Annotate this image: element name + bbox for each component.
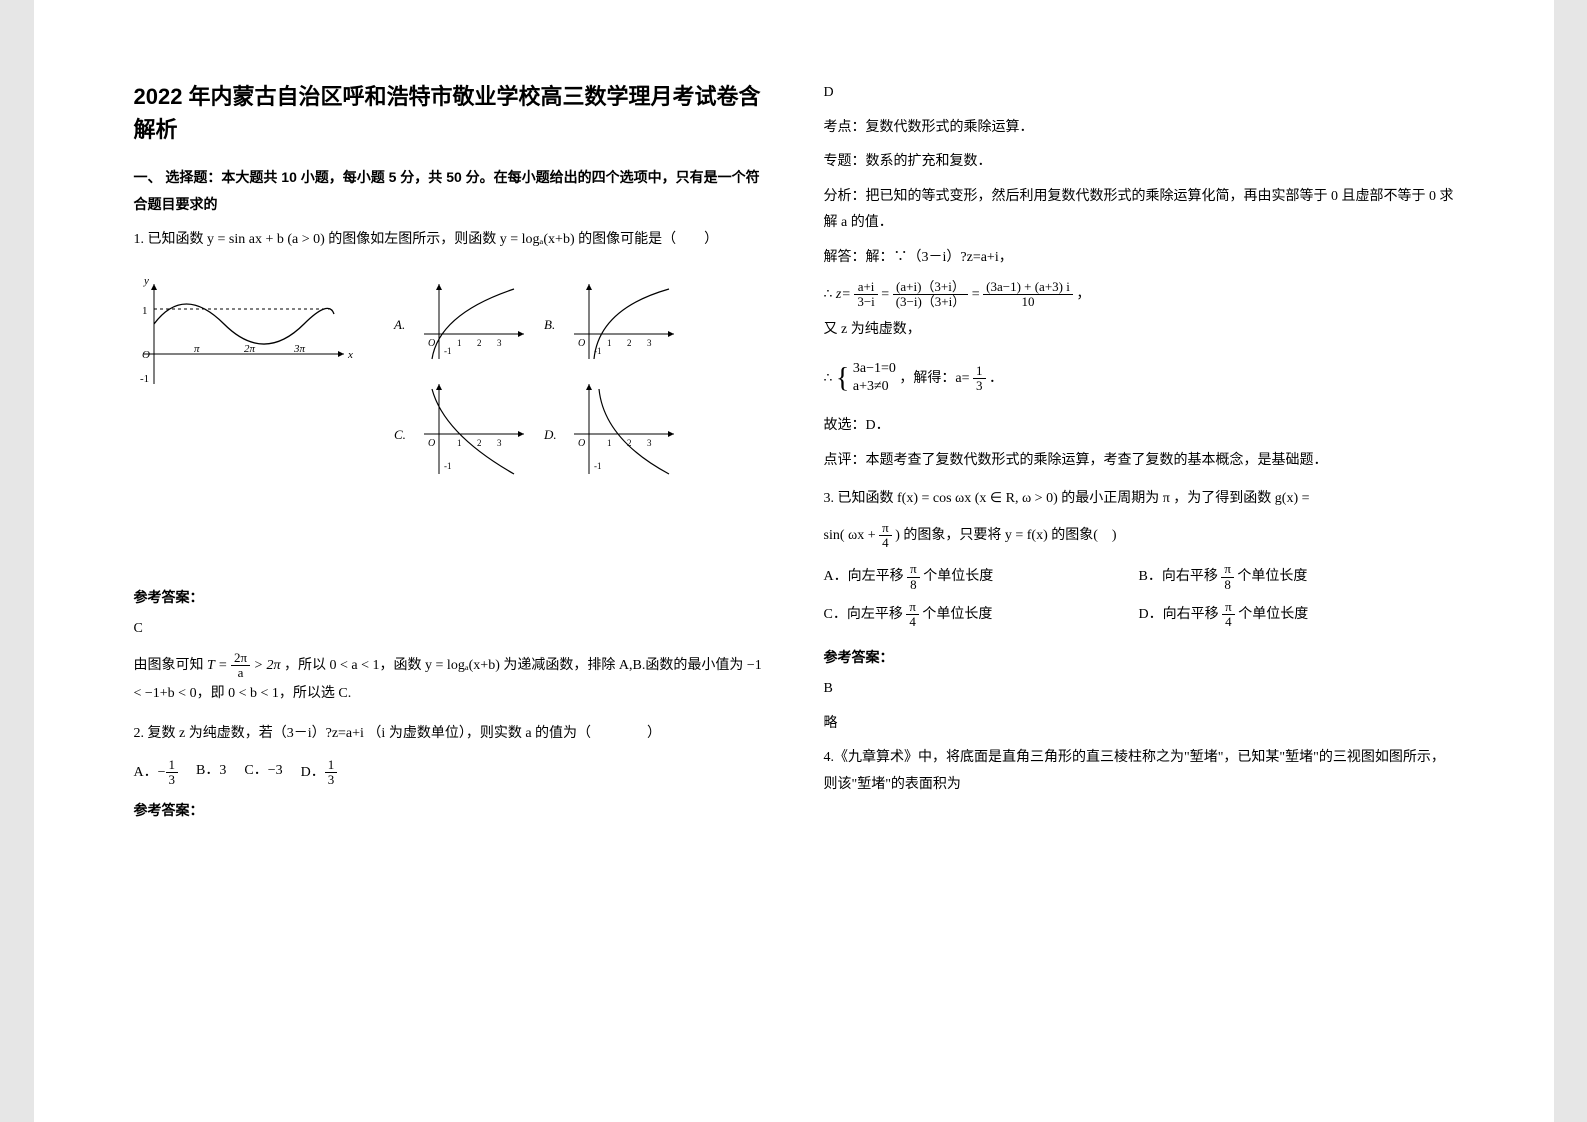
svg-text:x: x: [347, 349, 353, 361]
svg-text:C.: C.: [394, 427, 406, 442]
svg-text:-1: -1: [444, 461, 452, 471]
q2-optD-pre: D．: [301, 765, 325, 780]
right-column: D 考点：复数代数形式的乘除运算． 专题：数系的扩充和复数． 分析：把已知的等式…: [824, 80, 1454, 1042]
q1-options-graphs: A. O 1 2 3 -1 B. O: [384, 274, 684, 484]
q2-stem: 2. 复数 z 为纯虚数，若（3－i）?z=a+i （i 为虚数单位），则实数 …: [134, 721, 764, 748]
q1-T-den: a: [231, 666, 250, 680]
left-column: 2022 年内蒙古自治区呼和浩特市敬业学校高三数学理月考试卷含解析 一、 选择题…: [134, 80, 764, 1042]
svg-text:π: π: [194, 343, 200, 355]
exam-title: 2022 年内蒙古自治区呼和浩特市敬业学校高三数学理月考试卷含解析: [134, 80, 764, 146]
q2-system: ∴ { 3a−1=0 a+3≠0 ，解得：a= 13 ．: [824, 352, 1454, 405]
q3-optA: A．向左平移 π8 个单位长度: [824, 558, 1139, 596]
q1-explain-pre: 由图象可知: [134, 658, 208, 673]
q1-T-frac: 2π a: [231, 651, 250, 681]
page: 2022 年内蒙古自治区呼和浩特市敬业学校高三数学理月考试卷含解析 一、 选择题…: [34, 0, 1554, 1122]
q1-stem: 1. 已知函数 y = sin ax + b (a > 0) 的图像如左图所示，…: [134, 227, 764, 254]
q2-dp: 点评：本题考查了复数代数形式的乘除运算，考查了复数的基本概念，是基础题．: [824, 448, 1454, 475]
q2-derive: ∴ z= a+i3−i = (a+i)（3+i）(3−i)（3+i） = (3a…: [824, 280, 1454, 310]
svg-text:O: O: [428, 438, 435, 449]
svg-text:-1: -1: [140, 373, 149, 385]
q3-options: A．向左平移 π8 个单位长度 B．向右平移 π8 个单位长度 C．向左平移 π…: [824, 558, 1454, 633]
q3-stem-a: 3. 已知函数 f(x) = cos ωx (x ∈ R, ω > 0) 的最小…: [824, 486, 1454, 513]
svg-text:1: 1: [607, 438, 612, 448]
svg-text:1: 1: [142, 305, 148, 317]
svg-text:O: O: [428, 338, 435, 349]
svg-text:2: 2: [477, 438, 482, 448]
q2-optC: C．−3: [244, 758, 282, 788]
svg-text:2: 2: [477, 338, 482, 348]
q1-explain-post: ，所以 0 < a < 1，函数 y = logₐ(x+b) 为递减函数，排除 …: [134, 658, 762, 701]
q1-answer: C: [134, 616, 764, 643]
svg-text:A.: A.: [393, 317, 405, 332]
q3-optC: C．向左平移 π4 个单位长度: [824, 596, 1139, 634]
svg-text:3: 3: [647, 338, 652, 348]
svg-text:-1: -1: [444, 346, 452, 356]
section-1-heading: 一、 选择题：本大题共 10 小题，每小题 5 分，共 50 分。在每小题给出的…: [134, 164, 764, 217]
q2-fx: 分析：把已知的等式变形，然后利用复数代数形式的乘除运算化简，再由实部等于 0 且…: [824, 184, 1454, 237]
svg-text:1: 1: [457, 338, 462, 348]
q2-pure: 又 z 为纯虚数，: [824, 317, 1454, 344]
svg-text:3: 3: [497, 338, 502, 348]
svg-text:1: 1: [607, 338, 612, 348]
svg-text:3: 3: [497, 438, 502, 448]
svg-text:D.: D.: [543, 427, 557, 442]
q2-optA: A．−13: [134, 758, 179, 788]
q1-explain: 由图象可知 T = 2π a > 2π ，所以 0 < a < 1，函数 y =…: [134, 651, 764, 707]
q2-optD: D．13: [301, 758, 338, 788]
q2-gx: 故选：D．: [824, 413, 1454, 440]
svg-text:2π: 2π: [244, 343, 256, 355]
q1-answer-label: 参考答案：: [134, 584, 764, 611]
q2-jd: 解答：解：∵（3－i）?z=a+i，: [824, 245, 1454, 272]
q3-explain: 略: [824, 711, 1454, 738]
svg-text:1: 1: [457, 438, 462, 448]
svg-text:B.: B.: [544, 317, 555, 332]
svg-text:2: 2: [627, 338, 632, 348]
svg-text:3: 3: [647, 438, 652, 448]
svg-text:O: O: [578, 338, 585, 349]
svg-text:y: y: [143, 275, 149, 287]
q2-optB: B．3: [196, 758, 226, 788]
q1-T-lhs: T =: [207, 658, 227, 673]
q2-answer-label: 参考答案：: [134, 797, 764, 824]
q1-figures: x y 1 O -1 π 2π 3π A.: [134, 274, 764, 484]
q1-given-graph: x y 1 O -1 π 2π 3π: [134, 274, 354, 394]
q3-stem-b: sin( ωx + π4 ) 的图象，只要将 y = f(x) 的图象( ): [824, 521, 1454, 551]
q3-optB: B．向右平移 π8 个单位长度: [1139, 558, 1454, 596]
svg-text:O: O: [142, 349, 150, 361]
q2-kd: 考点：复数代数形式的乘除运算．: [824, 115, 1454, 142]
q2-optA-pre: A．−: [134, 765, 166, 780]
q1-T-num: 2π: [231, 651, 250, 666]
svg-text:3π: 3π: [293, 343, 306, 355]
q2-zt: 专题：数系的扩充和复数．: [824, 149, 1454, 176]
q2-answer: D: [824, 80, 1454, 107]
svg-text:O: O: [578, 438, 585, 449]
q3-answer: B: [824, 676, 1454, 703]
q3-answer-label: 参考答案：: [824, 644, 1454, 671]
q2-options: A．−13 B．3 C．−3 D．13: [134, 758, 764, 788]
svg-text:-1: -1: [594, 461, 602, 471]
q1-T-rhs: > 2π: [254, 658, 281, 673]
q4-stem: 4.《九章算术》中，将底面是直角三角形的直三棱柱称之为"堑堵"，已知某"堑堵"的…: [824, 745, 1454, 798]
q3-optD: D．向右平移 π4 个单位长度: [1139, 596, 1454, 634]
